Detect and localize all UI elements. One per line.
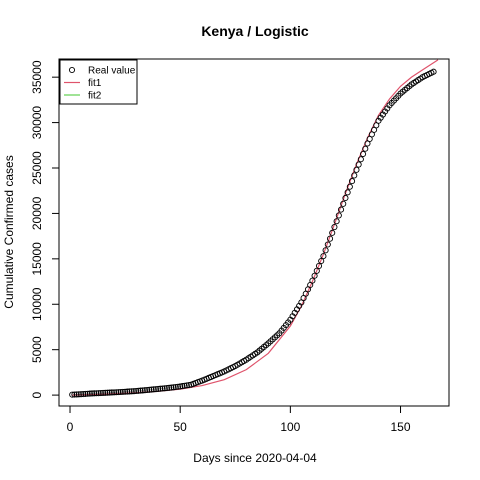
- y-tick-label: 20000: [30, 196, 44, 230]
- y-tick-label: 30000: [30, 106, 44, 140]
- y-tick-label: 25000: [30, 151, 44, 185]
- legend-label: Real value: [88, 66, 136, 77]
- y-tick-label: 15000: [30, 242, 44, 276]
- x-tick-label: 100: [280, 420, 300, 434]
- y-tick-label: 0: [30, 391, 44, 398]
- x-axis-label: Days since 2020-04-04: [193, 451, 317, 465]
- legend-label: fit2: [88, 91, 102, 102]
- x-tick-label: 150: [391, 420, 411, 434]
- y-tick-label: 10000: [30, 287, 44, 321]
- y-tick-label: 35000: [30, 60, 44, 94]
- legend-label: fit1: [88, 78, 102, 89]
- x-tick-label: 50: [174, 420, 188, 434]
- x-tick-label: 0: [67, 420, 74, 434]
- chart-title: Kenya / Logistic: [201, 23, 309, 39]
- y-axis-label: Cumulative Confirmed cases: [2, 155, 16, 308]
- y-tick-label: 5000: [30, 336, 44, 363]
